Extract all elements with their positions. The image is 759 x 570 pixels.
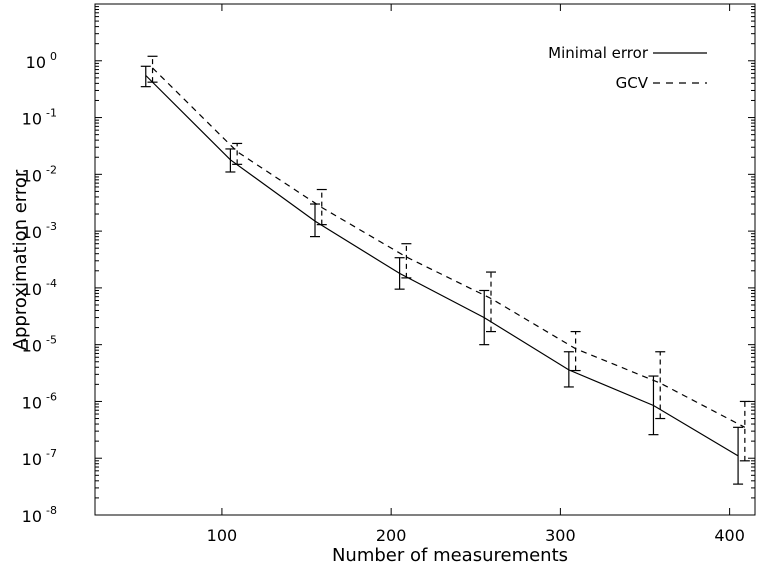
y-tick-label: 10 -1 <box>22 107 57 129</box>
legend: Minimal error GCV <box>548 44 707 92</box>
series-layer <box>140 55 750 485</box>
series-line <box>145 75 739 457</box>
y-tick-label: 10 -8 <box>22 504 57 526</box>
x-axis-title: Number of measurements <box>332 545 568 566</box>
y-tick-label: 10 0 <box>26 50 57 72</box>
y-tick-label: 10 -2 <box>22 163 57 185</box>
legend-label: Minimal error <box>548 44 649 62</box>
x-tick-label: 200 <box>376 526 407 545</box>
ticks-layer: 100 200 300 400 10 0 10 -1 10 -2 10 -3 10 -4 10 -5 10 -6 1… <box>22 4 755 545</box>
x-tick-label: 400 <box>714 526 745 545</box>
y-tick-label: 10 -4 <box>22 277 57 299</box>
y-tick-label: 10 -6 <box>22 390 57 412</box>
y-tick-label: 10 -7 <box>22 447 57 469</box>
y-tick-label: 10 -5 <box>22 334 57 356</box>
y-tick-label: 10 -3 <box>22 220 57 242</box>
series-line <box>152 67 746 428</box>
legend-label: GCV <box>616 74 649 92</box>
x-tick-label: 300 <box>545 526 576 545</box>
plot-frame <box>94 3 756 516</box>
y-axis-title: Approximation error <box>10 169 31 350</box>
x-tick-label: 100 <box>207 526 238 545</box>
